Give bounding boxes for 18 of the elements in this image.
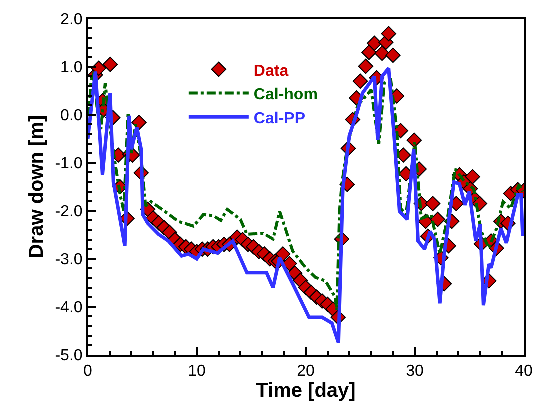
- y-tick-label: 2.0: [60, 12, 83, 29]
- y-tick-label: -2.0: [55, 204, 83, 221]
- y-axis-title: Draw down [m]: [26, 115, 48, 259]
- x-tick-label: 0: [84, 363, 93, 380]
- y-tick-label: -1.0: [55, 156, 83, 173]
- x-tick-label: 40: [515, 363, 533, 380]
- x-tick-label: 30: [406, 363, 424, 380]
- legend-label: Data: [254, 62, 289, 80]
- x-tick-label: 10: [188, 363, 206, 380]
- y-tick-label: -5.0: [55, 348, 83, 365]
- y-tick-label: 1.0: [60, 60, 83, 77]
- y-tick-label: 0.0: [60, 108, 83, 125]
- x-axis-title: Time [day]: [256, 380, 356, 402]
- y-tick-label: -4.0: [55, 300, 83, 317]
- legend-label: Cal-hom: [254, 86, 318, 104]
- legend-label: Cal-PP: [254, 110, 306, 128]
- x-tick-label: 20: [297, 363, 315, 380]
- y-tick-label: -3.0: [55, 252, 83, 269]
